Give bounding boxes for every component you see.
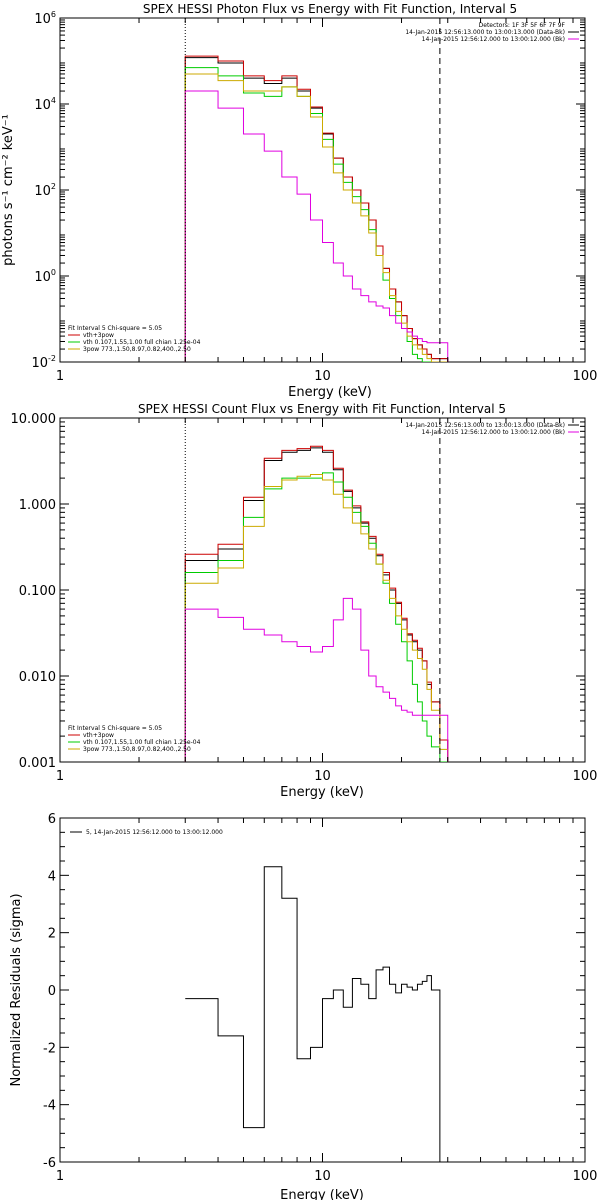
legend-text: 14-Jan-2015 12:56:13.000 to 13:00:13.000…	[405, 422, 565, 429]
series-line-1	[184, 445, 449, 762]
x-tick-label: 100	[573, 1169, 598, 1184]
x-tick-label: 100	[573, 369, 598, 384]
y-tick-base: 10	[34, 12, 51, 27]
count-flux-chart: SPEX HESSI Count Flux vs Energy with Fit…	[11, 402, 598, 800]
series-group	[184, 445, 449, 762]
x-axis-label: Energy (keV)	[280, 785, 364, 800]
tick-group: 1 10 100 0.001 0.010 0.100 1.000 10.000	[11, 412, 598, 784]
y-tick-label: 10.000	[11, 412, 57, 427]
y-tick-exponent: 0	[51, 268, 56, 277]
plot-border	[59, 17, 586, 363]
residuals-chart: Energy (keV) Normalized Residuals (sigma…	[9, 812, 597, 1200]
y-tick-label: 1.000	[19, 498, 56, 513]
legend-text: Detectors: 1F 3F 5F 6F 7F 9F	[479, 22, 566, 29]
x-tick-label: 100	[573, 769, 598, 784]
y-tick-label: 0.001	[19, 756, 56, 771]
y-tick-label: 2	[48, 927, 56, 942]
energy-range-lines	[184, 418, 441, 762]
legend-text: 3pow 773.,1.50,8.97,0.82,400.,2.50	[83, 346, 191, 353]
x-tick-label: 10	[314, 369, 331, 384]
series-line-4	[184, 90, 449, 362]
chart-title: SPEX HESSI Photon Flux vs Energy with Fi…	[143, 2, 517, 16]
series-line-0	[184, 57, 449, 362]
x-axis-label: Energy (keV)	[288, 385, 372, 400]
y-tick-exponent: -2	[48, 354, 56, 363]
legend-bottom-left: Fit Interval 5 Chi-square = 5.05vth+3pow…	[68, 325, 201, 353]
x-tick-label: 10	[314, 1169, 331, 1184]
series-line-0	[184, 447, 449, 762]
plot-border	[59, 417, 586, 763]
axes-frame	[59, 817, 586, 1163]
legend-text: 14-Jan-2015 12:56:13.000 to 13:00:13.000…	[405, 29, 565, 36]
x-tick-label: 1	[56, 769, 64, 784]
photon-flux-chart: SPEX HESSI Photon Flux vs Energy with Fi…	[1, 2, 597, 400]
legend-bottom-left: Fit Interval 5 Chi-square = 5.05vth+3pow…	[68, 725, 201, 753]
legend-text: 14-Jan-2015 12:56:12.000 to 13:00:12.000…	[422, 36, 565, 43]
y-tick-label: 6	[48, 812, 56, 827]
series-group	[185, 866, 441, 1162]
legend-top-left: 5, 14-Jan-2015 12:56:12.000 to 13:00:12.…	[70, 829, 223, 836]
y-tick-exponent: 6	[51, 10, 56, 19]
y-tick-base: 10	[34, 270, 51, 285]
legend-text: vth+3pow	[83, 732, 114, 739]
series-line-1	[184, 55, 449, 362]
series-group	[184, 55, 449, 362]
y-tick-label: -4	[43, 1099, 56, 1114]
chart-title: SPEX HESSI Count Flux vs Energy with Fit…	[138, 402, 506, 416]
y-tick-label: 102	[34, 182, 56, 199]
legend-text: 14-Jan-2015 12:56:12.000 to 13:00:12.000…	[422, 429, 565, 436]
y-tick-label: 100	[34, 268, 56, 285]
y-tick-label: 0.100	[19, 584, 56, 599]
y-tick-base: 10	[34, 98, 51, 113]
legend-text: vth 0.107,1.55,1.00 full chian 1.25e-04	[83, 739, 201, 746]
legend-text: 5, 14-Jan-2015 12:56:12.000 to 13:00:12.…	[86, 829, 223, 836]
x-axis-label: Energy (keV)	[280, 1188, 364, 1200]
y-tick-exponent: 2	[51, 182, 56, 191]
x-tick-label: 1	[56, 1169, 64, 1184]
y-tick-base: 10	[34, 184, 51, 199]
legend-text: Fit Interval 5 Chi-square = 5.05	[68, 725, 162, 732]
x-tick-label: 10	[314, 769, 331, 784]
y-axis-label: Normalized Residuals (sigma)	[9, 893, 24, 1086]
legend-text: 3pow 773.,1.50,8.97,0.82,400.,2.50	[83, 746, 191, 753]
legend-text: vth+3pow	[83, 332, 114, 339]
series-line-2	[184, 67, 448, 362]
y-tick-label: -6	[43, 1156, 56, 1171]
legend-top-right: 14-Jan-2015 12:56:13.000 to 13:00:13.000…	[405, 422, 579, 436]
x-tick-label: 1	[56, 369, 64, 384]
series-line-2	[184, 472, 448, 762]
tick-group: 1 10 100 -6 -4 -2 0 2 4 6	[43, 812, 597, 1184]
y-tick-label: 4	[48, 869, 56, 884]
legend-text: vth 0.107,1.55,1.00 full chian 1.25e-04	[83, 339, 201, 346]
series-line-0	[185, 866, 441, 1162]
energy-range-lines	[184, 18, 441, 362]
y-tick-label: -2	[43, 1041, 56, 1056]
axes-frame	[59, 17, 586, 363]
y-tick-label: 104	[34, 96, 56, 113]
series-line-3	[184, 73, 448, 362]
y-tick-base: 10	[31, 356, 48, 371]
legend-top-right: Detectors: 1F 3F 5F 6F 7F 9F14-Jan-2015 …	[405, 22, 579, 43]
plot-border	[59, 817, 586, 1163]
y-tick-label: 0.010	[19, 670, 56, 685]
y-tick-exponent: 4	[51, 96, 56, 105]
series-line-3	[184, 474, 449, 762]
y-tick-label: 10-2	[31, 354, 56, 371]
y-axis-label: photons s⁻¹ cm⁻² keV⁻¹	[1, 114, 16, 266]
axes-frame	[59, 417, 586, 763]
y-tick-label: 106	[34, 10, 56, 27]
legend-text: Fit Interval 5 Chi-square = 5.05	[68, 325, 162, 332]
series-line-4	[184, 597, 449, 762]
y-tick-label: 0	[48, 984, 56, 999]
